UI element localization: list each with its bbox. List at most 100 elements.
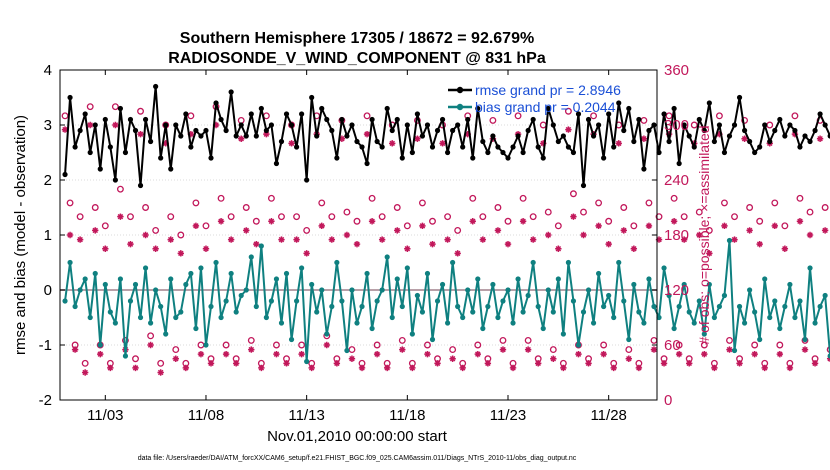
obs-assimilated-glyph — [389, 140, 396, 147]
rmse-point — [661, 111, 667, 117]
obs-assimilated-marker — [670, 218, 678, 225]
bias-point — [439, 281, 446, 288]
bias-point — [278, 320, 285, 326]
rmse-point — [530, 116, 536, 123]
obs-assimilated-glyph — [273, 350, 280, 358]
obs-assimilated-marker — [368, 218, 376, 225]
obs-assimilated-marker — [821, 227, 829, 234]
rmse-point — [485, 149, 491, 156]
bias-point — [606, 292, 612, 299]
obs-assimilated-marker — [81, 369, 89, 376]
rmse-point — [565, 144, 572, 150]
obs-assimilated-glyph — [509, 364, 517, 372]
bias-point — [334, 259, 340, 266]
obs-assimilated-marker — [157, 369, 164, 376]
rmse-point — [228, 89, 234, 95]
rmse-point — [686, 133, 692, 139]
bias-point — [560, 331, 566, 337]
bias-point — [223, 298, 229, 304]
obs-assimilated-marker — [288, 140, 295, 147]
obs-assimilated-marker — [701, 350, 708, 358]
obs-assimilated-glyph — [383, 364, 391, 372]
obs-assimilated-glyph — [76, 236, 84, 243]
obs-assimilated-glyph — [529, 236, 537, 243]
rmse-point — [787, 122, 793, 128]
obs-possible-marker — [690, 121, 698, 129]
rmse-point — [802, 133, 808, 139]
obs-assimilated-glyph — [117, 213, 124, 220]
bias-point — [580, 309, 587, 315]
obs-assimilated-marker — [162, 140, 169, 147]
bias-point — [651, 303, 657, 310]
obs-assimilated-marker — [283, 360, 290, 367]
obs-assimilated-marker — [806, 231, 814, 239]
obs-assimilated-glyph — [399, 346, 406, 353]
obs-assimilated-marker — [409, 364, 416, 372]
obs-assimilated-marker — [207, 360, 215, 367]
obs-assimilated-glyph — [635, 364, 643, 372]
rmse-point — [218, 116, 224, 123]
bias-point — [686, 309, 692, 315]
obs-assimilated-marker — [575, 350, 582, 358]
rmse-point — [439, 116, 446, 123]
bias-point — [163, 331, 169, 337]
rmse-point — [777, 116, 783, 123]
obs-assimilated-glyph — [414, 135, 421, 142]
rmse-point — [324, 116, 330, 123]
obs-assimilated-marker — [333, 360, 341, 367]
obs-assimilated-marker — [555, 245, 562, 252]
bias-point — [817, 303, 823, 310]
obs-possible-marker — [398, 336, 406, 344]
rmse-point — [142, 116, 149, 123]
obs-assimilated-marker — [394, 227, 401, 234]
obs-assimilated-marker — [202, 245, 210, 252]
bias-point — [253, 303, 259, 310]
bias-point — [324, 331, 330, 337]
obs-assimilated-glyph — [394, 227, 401, 234]
obs-assimilated-marker — [429, 240, 436, 248]
rmse-point — [193, 127, 199, 134]
x-tick-label: 11/23 — [490, 407, 526, 424]
bias-point — [419, 309, 426, 315]
bias-point — [510, 320, 516, 326]
obs-possible-marker — [731, 213, 738, 221]
obs-possible-marker — [373, 341, 381, 349]
obs-possible-marker — [469, 194, 477, 202]
rmse-point — [238, 122, 244, 128]
bias-point — [540, 325, 546, 332]
x-tick-label: 11/13 — [288, 407, 324, 424]
bias-point — [384, 254, 390, 260]
obs-assimilated-marker — [222, 350, 230, 358]
legend-rmse-label: rmse grand pr = 2.8946 — [475, 82, 621, 98]
obs-possible-marker — [554, 222, 562, 230]
bias-point — [117, 276, 124, 282]
obs-assimilated-marker — [253, 240, 260, 248]
rmse-point — [731, 122, 738, 128]
obs-possible-marker — [821, 204, 829, 211]
obs-assimilated-marker — [227, 236, 235, 243]
bias-point — [596, 270, 602, 277]
bias-point — [293, 298, 300, 304]
obs-assimilated-glyph — [263, 130, 270, 138]
obs-possible-marker — [403, 222, 411, 230]
bias-point — [72, 303, 78, 310]
obs-assimilated-glyph — [454, 250, 461, 257]
obs-assimilated-marker — [706, 250, 713, 257]
rmse-point — [414, 111, 420, 117]
bias-point — [460, 314, 466, 321]
obs-assimilated-marker — [343, 231, 351, 239]
rmse-point — [520, 149, 526, 156]
bias-point — [132, 281, 139, 288]
obs-assimilated-marker — [650, 346, 658, 353]
rmse-point — [304, 177, 310, 183]
obs-assimilated-marker — [419, 222, 426, 230]
obs-assimilated-glyph — [469, 218, 476, 225]
rmse-point — [72, 144, 78, 150]
obs-possible-marker — [479, 213, 487, 221]
bias-point — [736, 303, 743, 310]
obs-assimilated-glyph — [736, 360, 743, 367]
bias-point — [711, 314, 717, 321]
obs-assimilated-marker — [112, 121, 119, 129]
rmse-point — [726, 133, 733, 139]
rmse-point — [273, 160, 280, 167]
